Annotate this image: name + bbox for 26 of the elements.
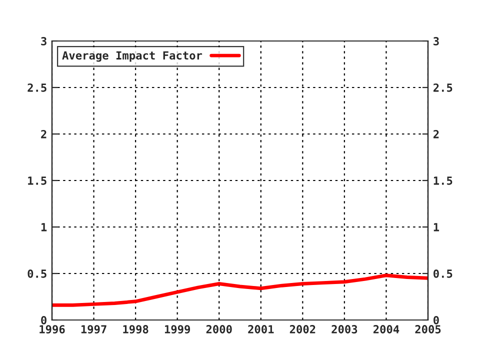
y2-tick-label: 1.5 (434, 176, 452, 185)
y2-tick-label: 0 (434, 316, 439, 324)
y-tick-label: 2 (41, 130, 46, 138)
y2-tick-label: 2.5 (433, 83, 452, 92)
y2-tick-label: 0.5 (434, 269, 452, 278)
x-tick-label: 1996 (40, 325, 65, 334)
line-series (52, 274, 428, 307)
legend-label: Average Impact Factor (62, 51, 202, 62)
x-tick-label: 2000 (206, 325, 232, 334)
y2-tick-label: 2 (433, 130, 439, 138)
x-tick-label: 2002 (290, 325, 316, 334)
x-tick-label: 2004 (373, 325, 400, 334)
y-tick-label: 3 (41, 36, 46, 46)
x-tick-label: 1999 (164, 325, 190, 334)
x-tick-label: 2005 (415, 325, 441, 334)
y-tick-label: 0.5 (28, 269, 46, 278)
x-tick-label: 1997 (81, 325, 106, 334)
x-tick-label: 1998 (123, 325, 148, 334)
x-tick-label: 2003 (332, 325, 358, 334)
y-tick-label: 1.5 (28, 176, 46, 185)
y2-tick-label: 1 (434, 223, 440, 232)
y-tick-label: 0 (41, 316, 46, 324)
x-tick-label: 2001 (248, 325, 274, 334)
y2-tick-label: 3 (434, 36, 439, 46)
y-tick-label: 1 (41, 223, 47, 232)
y-tick-label: 2.5 (28, 83, 46, 92)
